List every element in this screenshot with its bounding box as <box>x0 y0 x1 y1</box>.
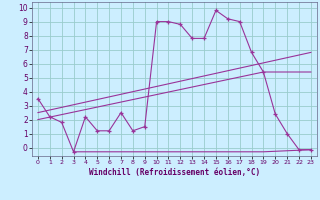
X-axis label: Windchill (Refroidissement éolien,°C): Windchill (Refroidissement éolien,°C) <box>89 168 260 177</box>
